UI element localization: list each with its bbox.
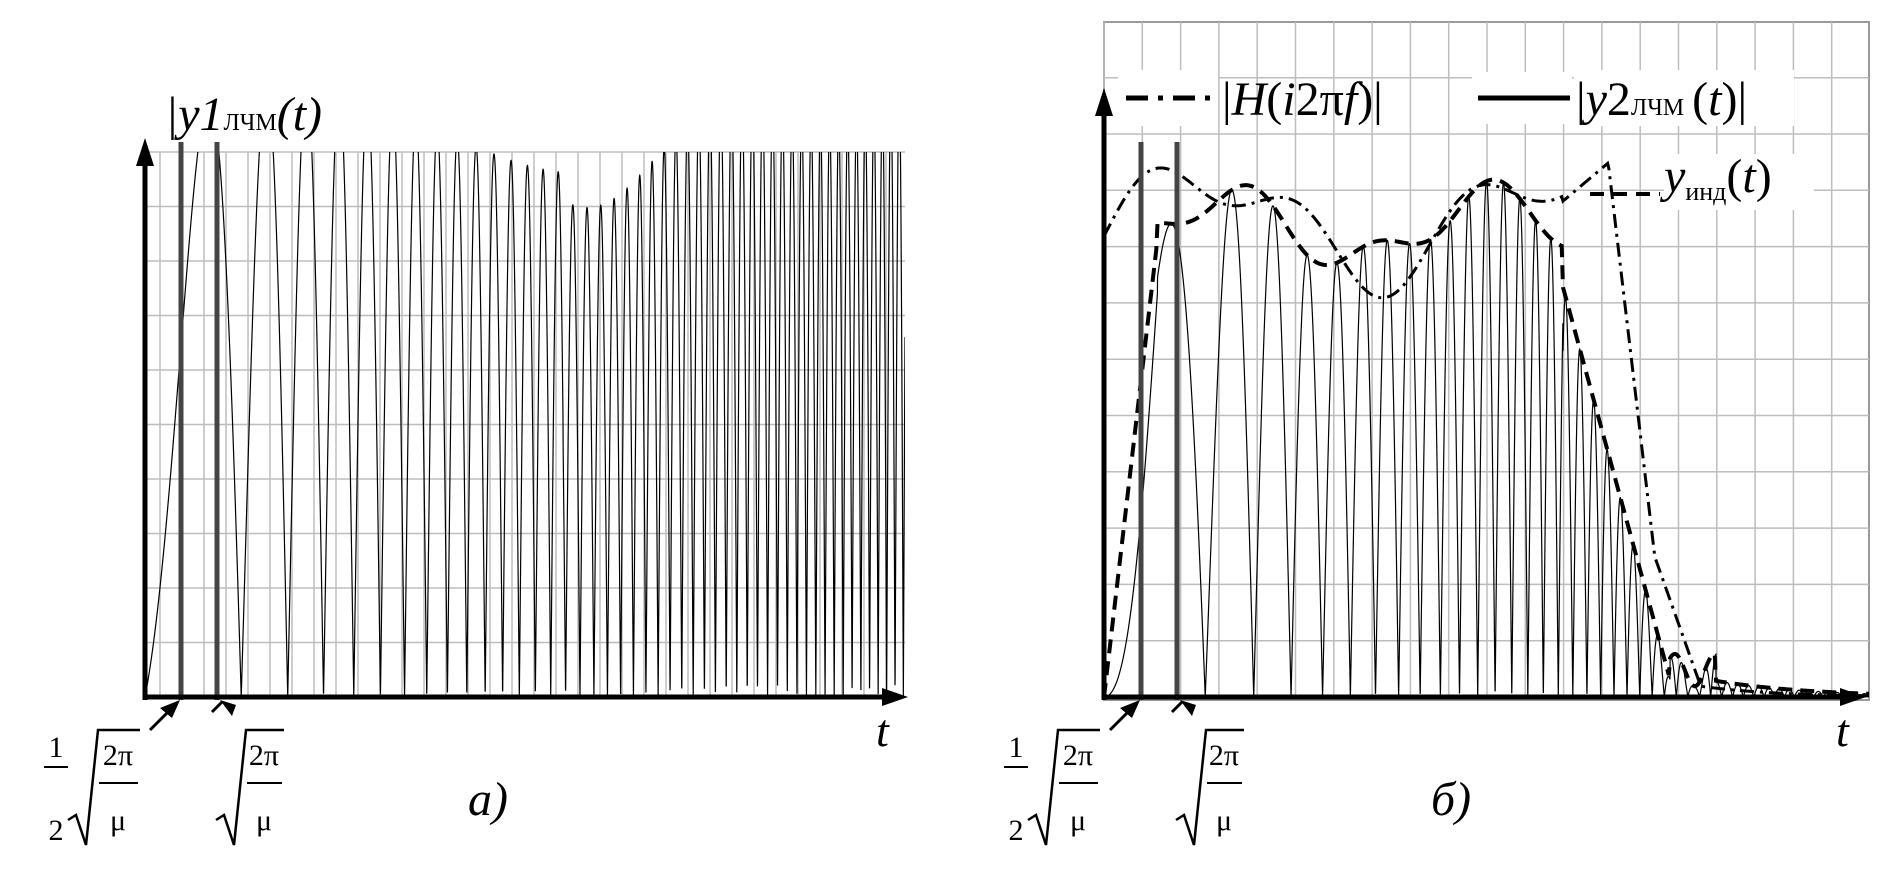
marker-label-half-a: 1 2 2π μ — [44, 728, 140, 847]
marker-label-full-a: 2π μ — [215, 728, 284, 846]
y-axis-arrow-a — [136, 138, 154, 166]
svg-text:μ: μ — [256, 804, 272, 837]
series-y-ind — [1104, 177, 1869, 698]
legend-label-yind: yинд(t) — [1659, 150, 1772, 206]
panel-label-a: а) — [468, 773, 508, 826]
svg-text:2π: 2π — [249, 739, 279, 772]
legend-b: |H(i2πf)| |y2ЛЧМ (t)| yинд(t) — [1118, 70, 1814, 210]
svg-text:2: 2 — [49, 814, 64, 847]
x-axis-arrow-a — [882, 688, 908, 706]
marker-arrows-b — [1108, 700, 1196, 732]
svg-text:2: 2 — [1009, 814, 1024, 847]
y-axis-arrow-b — [1095, 88, 1113, 116]
marker-label-half-b: 1 2 2π μ — [1004, 728, 1100, 847]
svg-text:μ: μ — [110, 804, 126, 837]
x-axis-arrow-b — [1840, 688, 1866, 706]
series-h-i2pif — [1104, 160, 1869, 698]
legend-label-y2: |y2ЛЧМ (t)| — [1576, 73, 1747, 126]
legend-label-h: |H(i2πf)| — [1222, 73, 1383, 126]
svg-text:1: 1 — [1009, 731, 1024, 764]
xlabel-b: t — [1836, 705, 1850, 756]
signal-a-plot — [145, 152, 905, 698]
svg-text:2π: 2π — [1063, 739, 1093, 772]
panel-a: |y1ЛЧМ(t) t а) 1 2 2π μ 2π μ — [44, 88, 908, 847]
svg-text:2π: 2π — [103, 739, 133, 772]
svg-text:1: 1 — [49, 731, 64, 764]
xlabel-a: t — [876, 705, 890, 756]
svg-text:2π: 2π — [1209, 739, 1239, 772]
panel-label-b: б) — [1431, 773, 1471, 826]
markers-b — [1138, 142, 1180, 700]
panel-b: |H(i2πf)| |y2ЛЧМ (t)| yинд(t) t б) 1 2 2π… — [1004, 21, 1870, 847]
ylabel-a: |y1ЛЧМ(t) — [165, 88, 322, 141]
marker-label-full-b: 2π μ — [1175, 728, 1244, 846]
markers-a — [178, 142, 220, 700]
series-y1-lchm — [145, 152, 905, 698]
svg-text:μ: μ — [1070, 804, 1086, 837]
marker-arrows-a — [148, 700, 236, 732]
svg-text:μ: μ — [1216, 804, 1232, 837]
signal-b-plot — [1104, 160, 1869, 700]
